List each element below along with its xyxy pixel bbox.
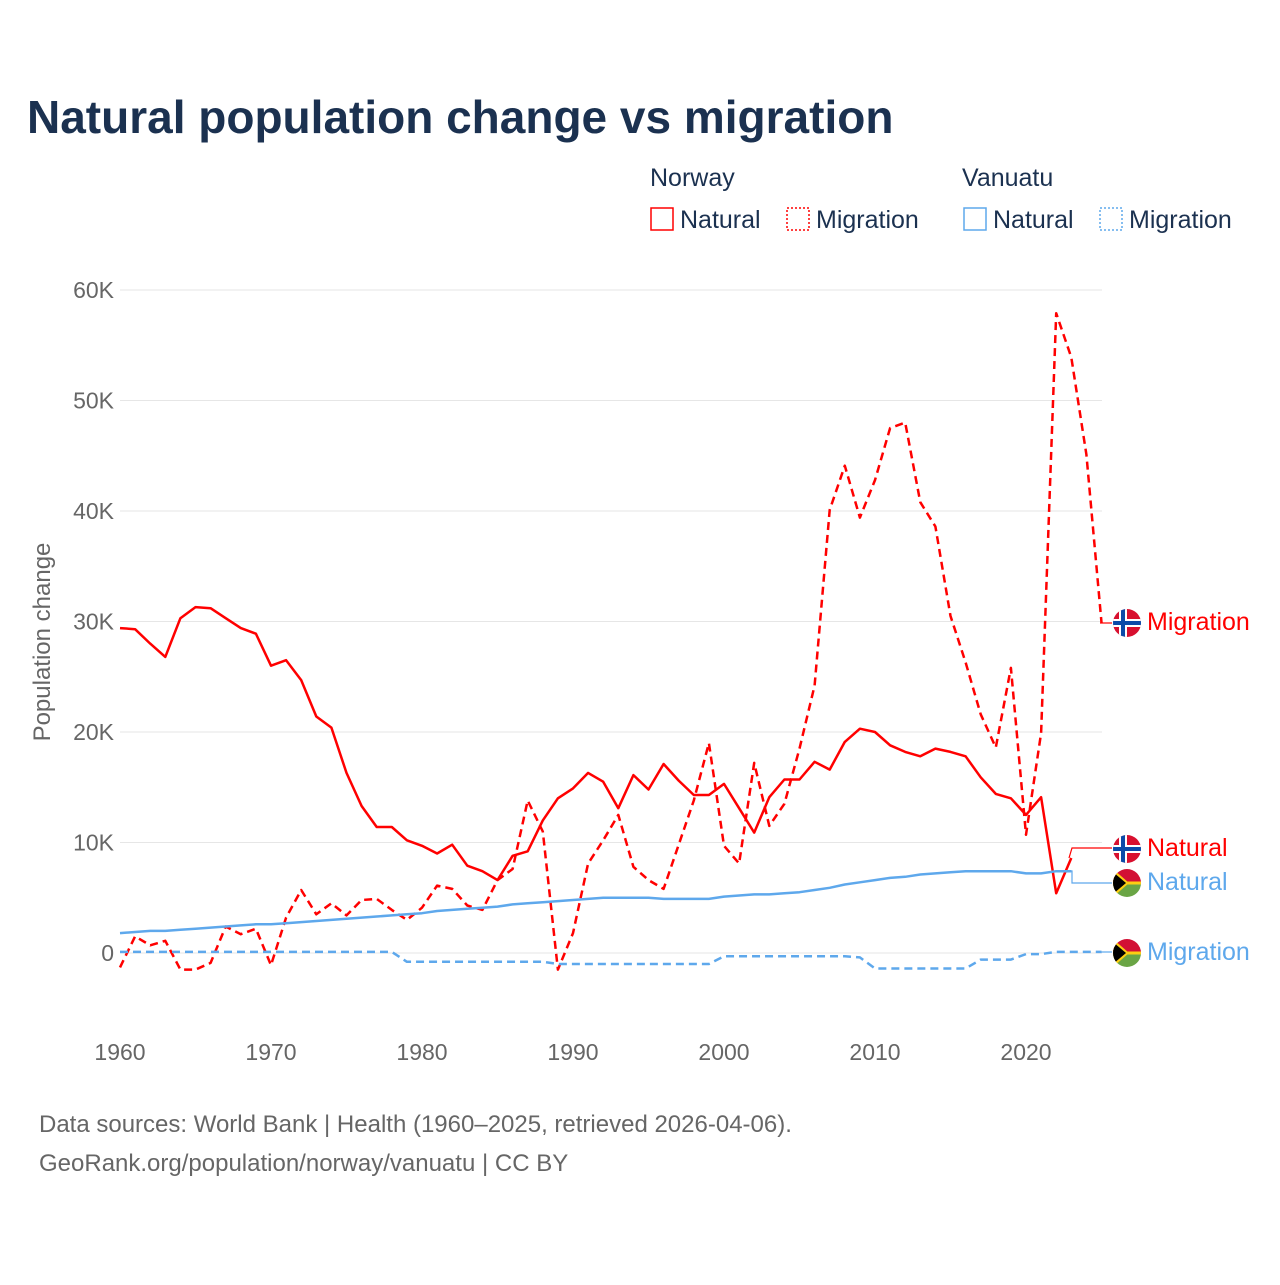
- source-link[interactable]: GeoRank.org/population/norway/vanuatu | …: [39, 1150, 568, 1177]
- chart-title: Natural population change vs migration: [27, 91, 893, 143]
- legend-swatch-vanuatu-natural: [963, 207, 987, 231]
- y-tick-label: 40K: [73, 498, 115, 524]
- y-tick-label: 30K: [73, 609, 115, 635]
- series-lines: [118, 311, 1103, 971]
- x-tick-label: 2010: [849, 1039, 900, 1065]
- source-note: Data sources: World Bank | Health (1960–…: [39, 1111, 792, 1138]
- series-line-vanuatu-natural: [119, 869, 1072, 935]
- x-tick-label: 1960: [94, 1039, 145, 1065]
- end-label-vanuatu-migration: Migration: [1147, 938, 1250, 966]
- x-axis: 1960 1970 1980 1990 2000 2010 2020: [94, 1039, 1051, 1065]
- legend-group-vanuatu: Vanuatu: [962, 164, 1053, 192]
- y-tick-label: 20K: [73, 719, 115, 745]
- legend-group-norway: Norway: [650, 164, 735, 192]
- y-tick-label: 0: [101, 940, 114, 966]
- legend-swatch-norway-migration: [786, 207, 810, 231]
- y-tick-label: 10K: [73, 830, 115, 856]
- legend: Norway Natural Migration Vanuatu Natural…: [650, 164, 1232, 234]
- legend-swatch-norway-natural: [650, 207, 674, 231]
- x-tick-label: 2020: [1000, 1039, 1051, 1065]
- legend-item-norway-natural[interactable]: Natural: [680, 206, 761, 234]
- legend-item-vanuatu-natural[interactable]: Natural: [993, 206, 1074, 234]
- end-label-vanuatu-natural: Natural: [1147, 868, 1228, 896]
- norway-flag-icon: [1113, 609, 1141, 637]
- leader-vanuatu-natural: [1069, 870, 1112, 884]
- legend-item-norway-migration[interactable]: Migration: [816, 206, 919, 234]
- vanuatu-flag-icon: [1113, 939, 1141, 967]
- norway-flag-icon: [1113, 835, 1141, 863]
- end-labels: Migration Natural Natural Migration: [1068, 608, 1250, 967]
- x-tick-label: 1990: [547, 1039, 598, 1065]
- x-tick-label: 1970: [245, 1039, 296, 1065]
- vanuatu-flag-icon: [1113, 869, 1141, 897]
- series-line-vanuatu-migration: [120, 950, 1102, 970]
- series-line-norway-natural: [119, 605, 1073, 895]
- end-label-norway-natural: Natural: [1147, 834, 1228, 862]
- gridlines: [120, 289, 1102, 954]
- x-tick-label: 2000: [698, 1039, 749, 1065]
- y-tick-label: 50K: [73, 388, 115, 414]
- end-label-norway-migration: Migration: [1147, 608, 1250, 636]
- y-axis: 0 10K 20K 30K 40K 50K 60K: [73, 277, 115, 966]
- y-tick-label: 60K: [73, 277, 115, 303]
- y-axis-label: Population change: [29, 543, 56, 742]
- legend-swatch-vanuatu-migration: [1099, 207, 1123, 231]
- leader-norway-natural: [1068, 847, 1112, 859]
- legend-item-vanuatu-migration[interactable]: Migration: [1129, 206, 1232, 234]
- x-tick-label: 1980: [396, 1039, 447, 1065]
- series-line-norway-migration: [118, 311, 1103, 971]
